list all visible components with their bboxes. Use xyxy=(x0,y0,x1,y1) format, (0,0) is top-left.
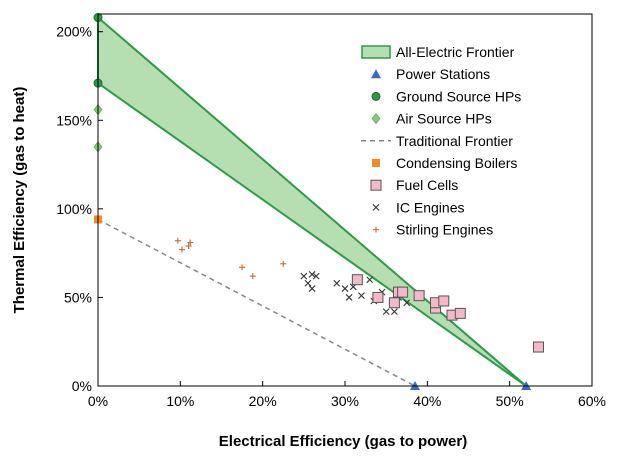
series-ic-engines-point-9 xyxy=(358,292,365,300)
x-tick-label-3: 30% xyxy=(331,393,359,409)
series-fuel-cells-point-2 xyxy=(388,297,400,309)
series-ic-engines-point-0-b xyxy=(300,272,308,280)
legend-air-source-hps-label: Air Source HPs xyxy=(396,111,492,127)
series-ic-engines-point-2 xyxy=(308,271,316,278)
series-fuel-cells-point-4 xyxy=(397,286,409,298)
legend-condensing-boilers-swatch xyxy=(372,159,380,167)
legend-power-stations-swatch xyxy=(371,69,381,79)
series-stirling-engines-point-0 xyxy=(174,237,181,244)
legend-ic-engines-swatch-b xyxy=(372,204,380,211)
series-ic-engines-point-13 xyxy=(382,308,390,315)
legend-fuel-cells-label: Fuel Cells xyxy=(396,177,458,193)
x-tick-label-1: 10% xyxy=(166,393,194,409)
series-fuel-cells-point-11 xyxy=(532,341,544,353)
series-ic-engines-point-5-b xyxy=(333,279,341,287)
series-ic-engines-point-6-b xyxy=(341,285,349,292)
series-ic-engines-point-7-b xyxy=(345,294,353,301)
legend-condensing-boilers-label: Condensing Boilers xyxy=(396,155,517,171)
series-fuel-cells-point-5 xyxy=(413,290,425,302)
y-tick-label-4: 200% xyxy=(56,24,92,40)
series-ic-engines-point-9-b xyxy=(358,292,365,300)
series-stirling-engines-point-1 xyxy=(178,246,185,253)
series-ic-engines-point-1-b xyxy=(304,279,312,287)
legend-all-electric-frontier-swatch xyxy=(361,45,391,59)
legend-layer: All-Electric Frontier Power Stations Groun… xyxy=(361,44,521,238)
legend-air-source-hps-swatch xyxy=(371,112,381,125)
y-tick-label-3: 150% xyxy=(56,112,92,128)
series-stirling-engines-point-6 xyxy=(280,260,287,267)
x-tick-label-0: 0% xyxy=(88,393,108,409)
series-ic-engines-point-6 xyxy=(341,285,349,292)
legend-stirling-engines-swatch xyxy=(373,226,379,233)
series-ic-engines-point-10-b xyxy=(366,276,374,284)
series-ic-engines-point-3-b xyxy=(308,285,316,292)
x-axis-title: Electrical Efficiency (gas to power) xyxy=(219,433,467,450)
legend-ground-source-hps-label: Ground Source HPs xyxy=(396,88,521,104)
legend-all-electric-frontier-label: All-Electric Frontier xyxy=(396,44,515,60)
series-stirling-engines-point-4 xyxy=(239,264,246,271)
series-ic-engines-point-5 xyxy=(333,279,341,287)
series-ic-engines-point-2-b xyxy=(308,271,316,278)
plot-frame xyxy=(97,13,593,387)
axes-layer: 0% 10% 20% 30% 40% 50% 60% 0% 50% 100% 150% 200% Ele… xyxy=(11,13,606,450)
y-tick-label-0: 0% xyxy=(72,378,92,394)
series-ic-engines-point-3 xyxy=(308,285,316,292)
series-ic-engines-point-16-b xyxy=(403,299,411,307)
x-tick-label-5: 50% xyxy=(496,393,524,409)
series-ic-engines-point-14 xyxy=(391,308,398,315)
y-tick-label-2: 100% xyxy=(56,201,92,217)
legend-ic-engines-swatch xyxy=(372,204,380,211)
series-ic-engines-point-13-b xyxy=(382,308,390,315)
series-fuel-cells-point-0 xyxy=(351,274,363,286)
series-stirling-engines-point-2 xyxy=(185,243,192,250)
series-ic-engines-point-14-b xyxy=(391,308,398,315)
legend-power-stations-label: Power Stations xyxy=(396,66,490,82)
series-fuel-cells-point-1 xyxy=(372,291,384,303)
series-ic-engines-point-16 xyxy=(403,299,411,307)
legend-ground-source-hps-swatch xyxy=(371,91,381,101)
x-tick-label-6: 60% xyxy=(578,393,606,409)
series-ic-engines-point-0 xyxy=(300,272,308,280)
series-ic-engines-point-4-b xyxy=(312,272,320,280)
legend-ic-engines-label: IC Engines xyxy=(396,199,464,215)
y-axis-title: Thermal Efficiency (gas to heat) xyxy=(11,87,28,314)
x-tick-label-4: 40% xyxy=(413,393,441,409)
series-traditional-frontier-line xyxy=(97,218,416,387)
legend-traditional-frontier-label: Traditional Frontier xyxy=(396,133,513,149)
y-tick-label-1: 50% xyxy=(64,289,92,305)
legend-stirling-engines-label: Stirling Engines xyxy=(396,222,493,238)
legend-fuel-cells-swatch xyxy=(370,179,382,191)
series-stirling-engines-point-5 xyxy=(249,273,256,280)
series-ic-engines-point-7 xyxy=(345,294,353,301)
series-stirling-engines-point-3 xyxy=(187,239,194,246)
series-ic-engines-point-10 xyxy=(366,276,374,284)
series-ic-engines-point-1 xyxy=(304,279,312,287)
series-ic-engines-point-4 xyxy=(312,272,320,280)
series-fuel-cells-point-10 xyxy=(454,307,466,319)
x-tick-label-2: 20% xyxy=(249,393,277,409)
series-fuel-cells-point-8 xyxy=(438,295,450,307)
